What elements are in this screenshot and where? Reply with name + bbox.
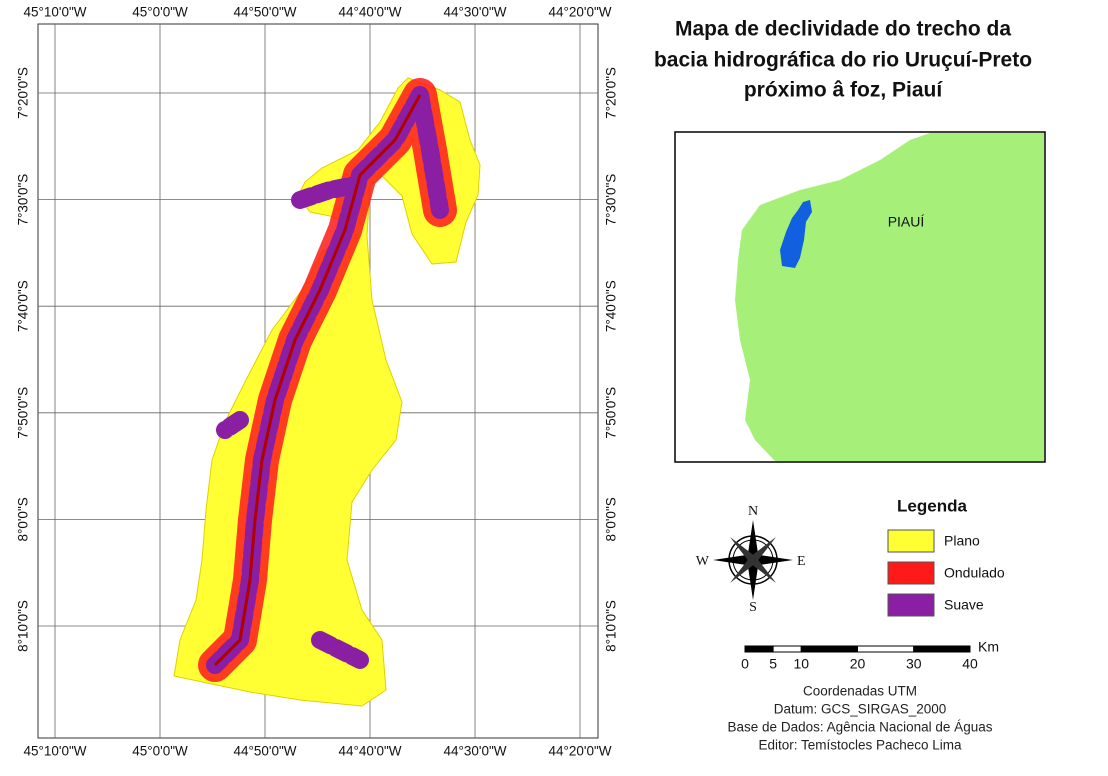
credit-line: Editor: Temístocles Pacheco Lima [758,738,962,753]
scale-segment [772,645,802,653]
scale-tick-label: 5 [769,656,777,672]
basin-channel [213,94,422,667]
longitude-label: 45°0'0"W [132,744,188,759]
longitude-label: 45°10'0"W [23,5,86,20]
compass: N E S W [696,504,806,615]
compass-west: W [696,554,710,569]
title-line: bacia hidrográfica do rio Uruçuí-Preto [654,49,1032,72]
credit-line: Base de Dados: Agência Nacional de Águas [728,720,993,735]
compass-needle [730,537,776,583]
legend-swatch [887,593,935,617]
latitude-label: 7°40'0"S [16,280,31,332]
compass-north: N [748,504,758,519]
compass-east: E [797,554,806,569]
latitude-label: 7°40'0"S [604,280,619,332]
scale-segment [913,645,971,653]
latitude-label: 7°30'0"S [604,174,619,226]
basin [173,77,481,707]
longitude-label: 44°20'0"W [548,744,611,759]
latitude-label: 7°20'0"S [16,67,31,119]
credit-line: Datum: GCS_SIRGAS_2000 [774,702,947,717]
inset-state [735,133,1044,461]
legend-label: Ondulado [944,565,1005,581]
scale-segment [857,645,915,653]
latitude-label: 8°0'0"S [16,497,31,541]
scale-unit: Km [978,639,999,655]
title-line: Mapa de declividade do trecho da [675,18,1011,41]
longitude-label: 45°0'0"W [132,5,188,20]
scale-tick-label: 20 [850,656,866,672]
longitude-label: 44°30'0"W [443,744,506,759]
scale-tick-label: 30 [906,656,922,672]
legend-label: Suave [944,597,984,613]
scale-segment [744,645,774,653]
latitude-label: 7°30'0"S [16,174,31,226]
legend-swatch [887,561,935,585]
inset-basin [780,200,812,268]
legend-label: Plano [944,533,980,549]
longitude-label: 44°40'0"W [338,5,401,20]
scale-segment [800,645,858,653]
credits: Coordenadas UTM Datum: GCS_SIRGAS_2000 Bas… [728,684,993,753]
credit-line: Coordenadas UTM [803,684,917,699]
scale-tick-label: 10 [793,656,809,672]
longitude-label: 45°10'0"W [23,744,86,759]
title-line: próximo â foz, Piauí [744,79,944,102]
legend-swatch [887,529,935,553]
longitude-label: 44°30'0"W [443,5,506,20]
inset-label: PIAUÍ [888,214,925,230]
latitude-label: 7°50'0"S [16,387,31,439]
scale-tick-label: 40 [962,656,978,672]
longitude-label: 44°50'0"W [233,5,296,20]
legend: Plano Ondulado Suave [887,529,1005,617]
longitude-label: 44°50'0"W [233,744,296,759]
latitude-label: 7°20'0"S [604,67,619,119]
scale-tick-label: 0 [741,656,749,672]
latitude-label: 8°10'0"S [16,600,31,652]
latitude-label: 8°0'0"S [604,497,619,541]
latitude-label: 8°10'0"S [604,600,619,652]
legend-title: Legenda [897,496,967,515]
longitude-label: 44°40'0"W [338,744,401,759]
compass-south: S [749,600,757,615]
latitude-label: 7°50'0"S [604,387,619,439]
longitude-label: 44°20'0"W [548,5,611,20]
